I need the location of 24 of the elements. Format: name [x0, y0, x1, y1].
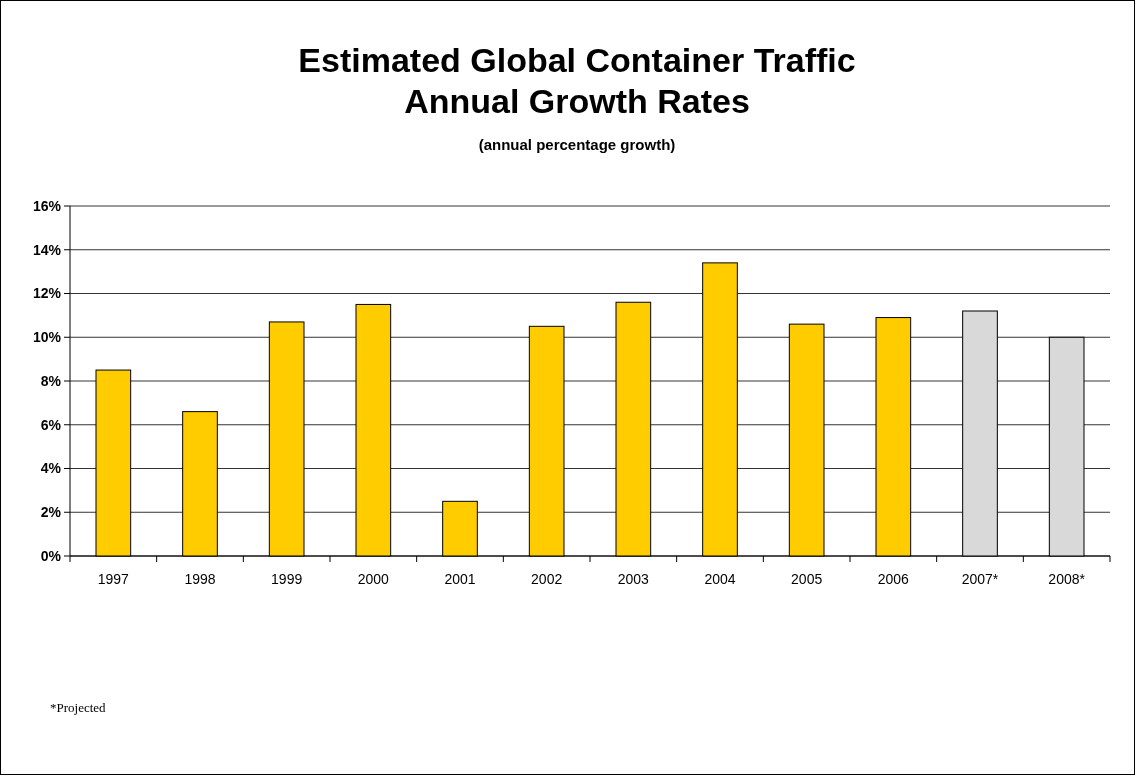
x-tick-label: 2007* — [961, 571, 999, 587]
chart-subtitle: (annual percentage growth) — [478, 136, 676, 153]
y-tick-label: 6% — [40, 416, 62, 433]
y-tick-label: 2% — [40, 504, 62, 521]
y-tick-label: 10% — [32, 329, 62, 346]
y-tick-label: 4% — [40, 460, 62, 477]
x-tick-label: 2005 — [791, 571, 823, 587]
y-tick-label: 12% — [32, 285, 62, 302]
x-tick-label: 2004 — [704, 571, 736, 587]
y-tick-label: 8% — [40, 372, 62, 389]
x-tick-label: 2001 — [444, 571, 476, 587]
y-tick-label: 16% — [32, 197, 62, 214]
x-tick-label: 2006 — [877, 571, 910, 587]
x-tick-label: 1999 — [271, 571, 303, 587]
y-tick-label: 14% — [32, 241, 62, 258]
x-tick-label: 1998 — [184, 571, 216, 587]
y-tick-label: 0% — [40, 547, 62, 564]
x-tick-label: 2003 — [617, 571, 650, 587]
x-tick-label: 1997 — [97, 571, 130, 587]
x-tick-label: 2008* — [1048, 571, 1086, 587]
x-tick-label: 2002 — [531, 571, 563, 587]
x-tick-label: 2000 — [357, 571, 390, 587]
text: *Projected — [50, 700, 107, 715]
chart-title: Estimated Global Container Traffic Annual Growth Rates — [298, 41, 856, 120]
